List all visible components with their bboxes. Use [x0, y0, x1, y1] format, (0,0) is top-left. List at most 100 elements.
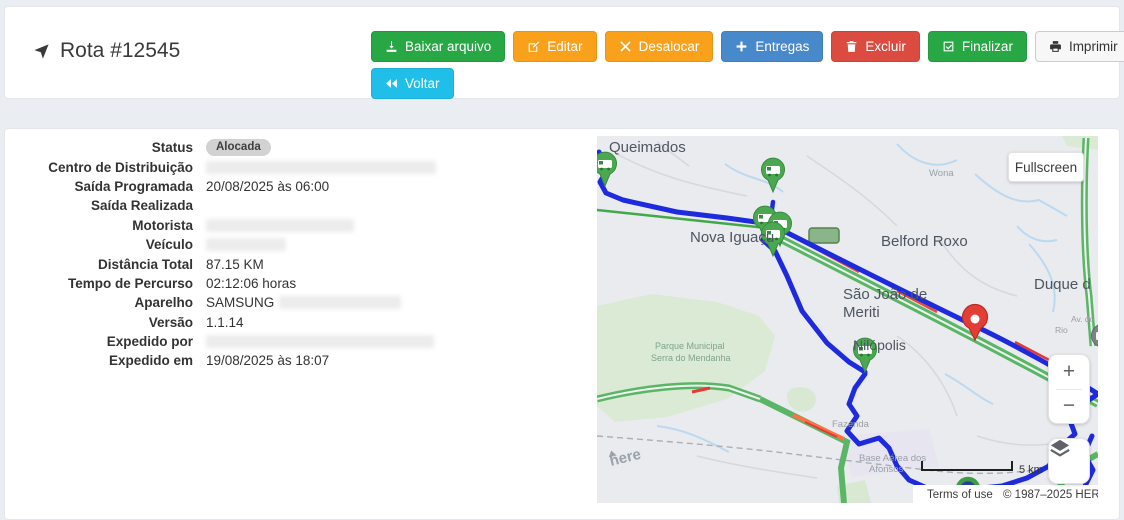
map-scale-bar: 5 km: [921, 461, 1043, 476]
deallocate-button[interactable]: Desalocar: [604, 31, 714, 62]
detail-label: Saída Programada: [74, 178, 193, 194]
terms-of-use-link[interactable]: Terms of use: [927, 489, 993, 501]
detail-row-version: Versão 1.1.14: [12, 313, 436, 332]
zoom-in-button[interactable]: +: [1062, 359, 1076, 383]
detail-row-driver: Motorista: [12, 216, 436, 235]
redacted-value: [206, 160, 436, 174]
button-label: Voltar: [405, 76, 440, 91]
detail-label: Motorista: [132, 217, 193, 233]
map-label-sao-joao: São João de: [843, 286, 927, 303]
detail-label: Tempo de Percurso: [67, 275, 193, 291]
map-label-base-aerea: Base Aérea dos: [859, 453, 926, 464]
map-label-afonsos: Afonsos: [869, 464, 904, 475]
route-details-list: Status Alocada Centro de Distribuição Sa…: [12, 138, 436, 371]
detail-row-status: Status Alocada: [12, 138, 436, 157]
map-label-rio: Rio: [1055, 325, 1068, 335]
destination-marker-red[interactable]: [961, 304, 989, 342]
detail-value: SAMSUNG: [206, 295, 275, 311]
detail-value: 19/08/2025 às 18:07: [206, 353, 330, 369]
button-label: Desalocar: [638, 39, 700, 54]
detail-row-vehicle: Veículo: [12, 235, 436, 254]
button-label: Editar: [547, 39, 583, 54]
attribution-bar: [913, 485, 1098, 503]
water-lines: [656, 143, 1068, 453]
print-button[interactable]: Imprimir: [1034, 31, 1124, 62]
map-scale-label: 5 km: [1019, 464, 1043, 476]
download-file-button[interactable]: Baixar arquivo: [371, 31, 506, 62]
map-label-nilopolis: Nilópolis: [853, 337, 906, 353]
redacted-value: [206, 238, 286, 252]
detail-row-travel-time: Tempo de Percurso 02:12:06 horas: [12, 274, 436, 293]
detail-value: 02:12:06 horas: [206, 275, 297, 291]
map-label-serra-mendanha: Serra do Mendanha: [651, 353, 731, 363]
map-label-fazenda: Fazenda: [832, 419, 870, 430]
detail-label: Expedido em: [108, 353, 193, 369]
redacted-value: [206, 218, 354, 232]
detail-value: 1.1.14: [206, 314, 244, 330]
redacted-value: [279, 296, 402, 310]
map-label-belford-roxo: Belford Roxo: [881, 233, 968, 250]
detail-label: Saída Realizada: [90, 198, 193, 214]
trash-icon: [847, 41, 857, 52]
edit-icon: [528, 41, 540, 52]
layers-icon: [1050, 439, 1070, 457]
button-label: Imprimir: [1068, 39, 1118, 54]
detail-label: Veículo: [145, 237, 193, 253]
map-label-duque: Duque d: [1034, 276, 1091, 293]
redacted-value: [206, 335, 434, 349]
detail-label: Status: [151, 140, 193, 156]
download-icon: [386, 41, 397, 52]
actions-row-2: Voltar: [371, 68, 1124, 99]
detail-row-dispatched-at: Expedido em 19/08/2025 às 18:07: [12, 351, 436, 370]
map-label-queimados: Queimados: [609, 139, 686, 156]
route-map[interactable]: Queimados Nova Iguaçu Belford Roxo São J…: [597, 136, 1098, 503]
deliveries-button[interactable]: Entregas: [721, 31, 824, 62]
detail-row-device: Aparelho SAMSUNG: [12, 293, 436, 312]
header-actions: Baixar arquivo Editar Desalocar Entregas…: [371, 31, 1124, 99]
rewind-icon: [386, 79, 397, 88]
minor-roads: [616, 141, 1068, 479]
detail-label: Distância Total: [97, 256, 193, 272]
park-area: [786, 386, 816, 412]
map-label-parque-municipal: Parque Municipal: [655, 341, 725, 351]
layers-button[interactable]: [1048, 438, 1090, 484]
printer-icon: [1050, 41, 1061, 52]
x-icon: [619, 41, 631, 52]
map-city-labels: Queimados Nova Iguaçu Belford Roxo São J…: [609, 139, 1091, 353]
detail-label: Versão: [148, 314, 193, 330]
railway-line: [597, 435, 1068, 475]
map-label-nova-iguacu: Nova Iguaçu: [690, 229, 774, 246]
edit-button[interactable]: Editar: [513, 31, 597, 62]
back-button[interactable]: Voltar: [371, 68, 454, 99]
copyright-text: © 1987–2025 HERE: [1003, 489, 1098, 501]
detail-row-scheduled-departure: Saída Programada 20/08/2025 às 06:00: [12, 177, 436, 196]
status-badge: Alocada: [206, 139, 271, 156]
detail-row-distribution-center: Centro de Distribuição: [12, 157, 436, 176]
map-label-av-do: Av. do: [1071, 314, 1095, 324]
location-arrow-icon: [34, 43, 49, 59]
truck-marker-gray[interactable]: [1091, 324, 1099, 358]
map-canvas[interactable]: Queimados Nova Iguaçu Belford Roxo São J…: [597, 136, 1098, 503]
military-area: [808, 227, 840, 244]
finalize-button[interactable]: Finalizar: [927, 31, 1027, 62]
detail-label: Centro de Distribuição: [48, 159, 193, 175]
fullscreen-label: Fullscreen: [1014, 159, 1078, 175]
map-label-wona: Wona: [929, 168, 954, 179]
fullscreen-button[interactable]: Fullscreen: [1008, 152, 1084, 182]
detail-row-actual-departure: Saída Realizada: [12, 196, 436, 215]
zoom-control: + −: [1048, 354, 1090, 424]
check-square-icon: [943, 41, 954, 52]
button-label: Baixar arquivo: [405, 39, 492, 54]
button-label: Finalizar: [961, 39, 1013, 54]
plus-icon: [736, 41, 747, 52]
page-title-text: Rota #12545: [60, 39, 181, 62]
detail-label: Expedido por: [106, 334, 193, 350]
zoom-out-button[interactable]: −: [1062, 394, 1076, 418]
button-label: Excluir: [865, 39, 906, 54]
page-title: Rota #12545: [33, 39, 180, 63]
detail-value: 20/08/2025 às 06:00: [206, 178, 330, 194]
detail-row-total-distance: Distância Total 87.15 KM: [12, 254, 436, 273]
detail-value: 87.15 KM: [206, 256, 264, 272]
delete-button[interactable]: Excluir: [831, 31, 920, 62]
detail-label: Aparelho: [134, 295, 193, 311]
